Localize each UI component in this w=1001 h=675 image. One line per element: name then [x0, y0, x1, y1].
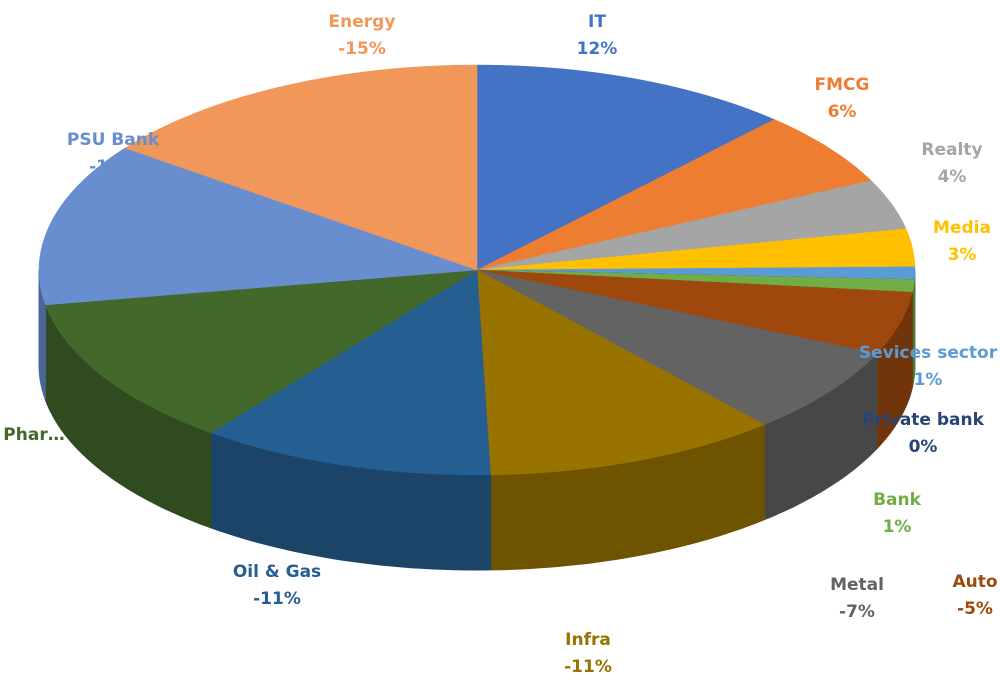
category-label: FMCG — [815, 75, 870, 95]
value-label: -13% — [89, 157, 137, 177]
category-label: Oil & Gas — [233, 562, 321, 582]
value-label: 1% — [883, 517, 912, 537]
category-label: Metal — [830, 575, 884, 595]
category-label: Sevices sector — [859, 343, 998, 363]
category-label: Private bank — [862, 410, 985, 430]
value-label: -11% — [564, 657, 612, 675]
value-label: -11% — [253, 589, 301, 609]
tops — [38, 64, 916, 476]
slice — [476, 180, 907, 271]
slice — [38, 147, 478, 306]
value-label: 12% — [577, 39, 618, 59]
value-label: -7% — [839, 602, 875, 622]
slice — [476, 64, 775, 271]
slice — [210, 269, 491, 476]
category-label: Phar… — [3, 425, 64, 445]
slice — [476, 269, 765, 476]
category-label: PSU Bank — [67, 130, 160, 150]
value-label: 4% — [938, 167, 967, 187]
slice — [124, 64, 478, 271]
value-label: -5% — [957, 599, 993, 619]
category-label: Bank — [873, 490, 922, 510]
slice — [476, 119, 872, 271]
slice — [476, 228, 916, 271]
value-label: 6% — [828, 102, 857, 122]
category-label: Energy — [329, 12, 396, 32]
value-label: -15% — [338, 39, 386, 59]
value-label: 0% — [909, 437, 938, 457]
category-label: Auto — [952, 572, 997, 592]
slice — [476, 269, 913, 354]
category-label: Infra — [565, 630, 611, 650]
category-label: IT — [588, 12, 606, 32]
value-label: 1% — [914, 370, 943, 390]
category-label: Media — [933, 218, 991, 238]
category-label: Realty — [921, 140, 982, 160]
slice — [476, 269, 878, 425]
value-label: 3% — [948, 245, 977, 265]
slice — [45, 269, 478, 434]
